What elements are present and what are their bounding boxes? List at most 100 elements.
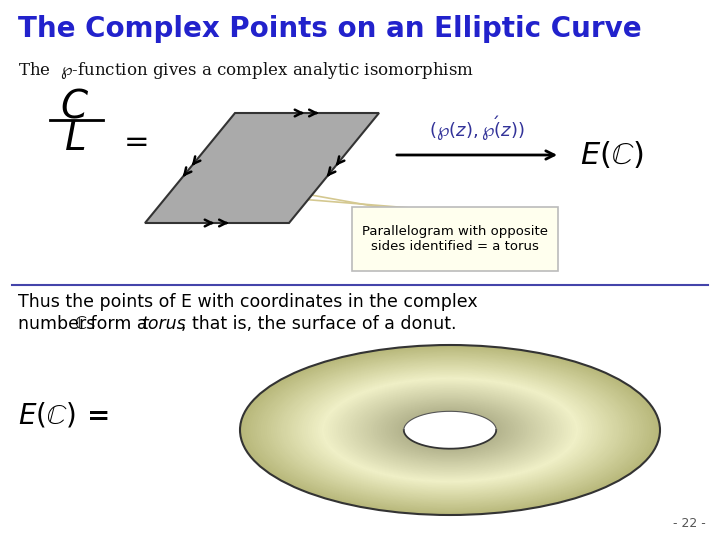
Ellipse shape	[287, 364, 613, 496]
Ellipse shape	[400, 410, 500, 450]
Ellipse shape	[397, 409, 503, 451]
Text: , that is, the surface of a donut.: , that is, the surface of a donut.	[181, 315, 456, 333]
Ellipse shape	[312, 374, 588, 486]
Ellipse shape	[379, 401, 521, 458]
Ellipse shape	[343, 387, 557, 474]
Ellipse shape	[302, 370, 598, 490]
Ellipse shape	[394, 407, 506, 453]
Text: $C$: $C$	[60, 88, 89, 125]
Ellipse shape	[305, 372, 595, 489]
Ellipse shape	[359, 393, 541, 467]
Ellipse shape	[240, 345, 660, 515]
Ellipse shape	[328, 381, 572, 480]
Ellipse shape	[382, 402, 518, 458]
Ellipse shape	[404, 411, 496, 449]
Ellipse shape	[266, 356, 634, 504]
Text: $=$: $=$	[118, 125, 148, 156]
Ellipse shape	[275, 359, 625, 501]
Ellipse shape	[316, 376, 584, 484]
Ellipse shape	[279, 361, 621, 500]
Ellipse shape	[387, 404, 513, 455]
Text: $L$: $L$	[64, 121, 86, 158]
Ellipse shape	[344, 387, 556, 472]
Ellipse shape	[264, 355, 636, 505]
Ellipse shape	[303, 370, 597, 489]
Ellipse shape	[324, 379, 576, 481]
Ellipse shape	[252, 350, 648, 510]
Text: - 22 -: - 22 -	[673, 517, 706, 530]
Text: $E(\mathbb{C})$ =: $E(\mathbb{C})$ =	[18, 401, 109, 429]
Ellipse shape	[351, 390, 549, 470]
Ellipse shape	[390, 406, 510, 455]
Ellipse shape	[346, 388, 554, 472]
Ellipse shape	[271, 357, 629, 503]
Ellipse shape	[377, 401, 523, 460]
Ellipse shape	[244, 347, 656, 514]
Ellipse shape	[336, 384, 564, 476]
Ellipse shape	[338, 385, 562, 475]
Ellipse shape	[373, 399, 527, 461]
Ellipse shape	[395, 408, 505, 452]
Ellipse shape	[320, 377, 580, 483]
Ellipse shape	[246, 347, 654, 512]
Ellipse shape	[385, 404, 515, 456]
Text: Parallelogram with opposite
sides identified = a torus: Parallelogram with opposite sides identi…	[362, 225, 548, 253]
Ellipse shape	[297, 368, 603, 492]
Text: The  $\wp$-function gives a complex analytic isomorphism: The $\wp$-function gives a complex analy…	[18, 60, 474, 81]
Ellipse shape	[254, 351, 646, 509]
Ellipse shape	[322, 378, 578, 482]
Ellipse shape	[341, 386, 559, 475]
Ellipse shape	[363, 395, 537, 465]
Ellipse shape	[367, 396, 533, 464]
Polygon shape	[145, 113, 379, 223]
Ellipse shape	[383, 403, 517, 457]
Ellipse shape	[285, 363, 615, 497]
Text: form a: form a	[85, 315, 153, 333]
Text: $(\wp(z),\wp\'(z))$: $(\wp(z),\wp\'(z))$	[429, 114, 525, 143]
Ellipse shape	[326, 380, 574, 480]
Ellipse shape	[392, 406, 508, 454]
Ellipse shape	[361, 394, 539, 466]
Ellipse shape	[256, 352, 644, 508]
Ellipse shape	[310, 373, 590, 487]
Text: ℂ: ℂ	[74, 315, 86, 333]
Ellipse shape	[404, 411, 496, 449]
Ellipse shape	[300, 369, 600, 491]
Ellipse shape	[242, 346, 658, 514]
Ellipse shape	[283, 362, 617, 497]
Text: numbers: numbers	[18, 315, 101, 333]
Ellipse shape	[277, 360, 623, 500]
Ellipse shape	[353, 390, 547, 469]
Ellipse shape	[371, 398, 529, 462]
Ellipse shape	[332, 382, 568, 478]
Ellipse shape	[258, 353, 642, 508]
Ellipse shape	[291, 366, 609, 494]
Ellipse shape	[369, 397, 531, 463]
Ellipse shape	[273, 358, 627, 502]
Text: The Complex Points on an Elliptic Curve: The Complex Points on an Elliptic Curve	[18, 15, 642, 43]
Text: Thus the points of E with coordinates in the complex: Thus the points of E with coordinates in…	[18, 293, 477, 311]
Ellipse shape	[375, 400, 525, 460]
Ellipse shape	[269, 356, 631, 503]
Ellipse shape	[295, 367, 605, 492]
FancyBboxPatch shape	[352, 207, 558, 271]
Ellipse shape	[356, 392, 544, 468]
Text: $E(\mathbb{C})$: $E(\mathbb{C})$	[580, 139, 644, 171]
Ellipse shape	[289, 365, 611, 495]
Ellipse shape	[248, 348, 652, 512]
Ellipse shape	[355, 392, 545, 469]
Ellipse shape	[314, 375, 586, 485]
Ellipse shape	[307, 373, 593, 488]
Ellipse shape	[318, 376, 582, 483]
Ellipse shape	[330, 381, 570, 478]
Text: torus: torus	[142, 315, 186, 333]
Ellipse shape	[365, 396, 535, 464]
Ellipse shape	[263, 354, 637, 506]
Ellipse shape	[261, 353, 639, 507]
Ellipse shape	[281, 362, 619, 498]
Ellipse shape	[402, 410, 498, 449]
Ellipse shape	[348, 389, 552, 471]
Ellipse shape	[293, 367, 607, 494]
Ellipse shape	[251, 349, 649, 511]
Ellipse shape	[334, 383, 566, 477]
